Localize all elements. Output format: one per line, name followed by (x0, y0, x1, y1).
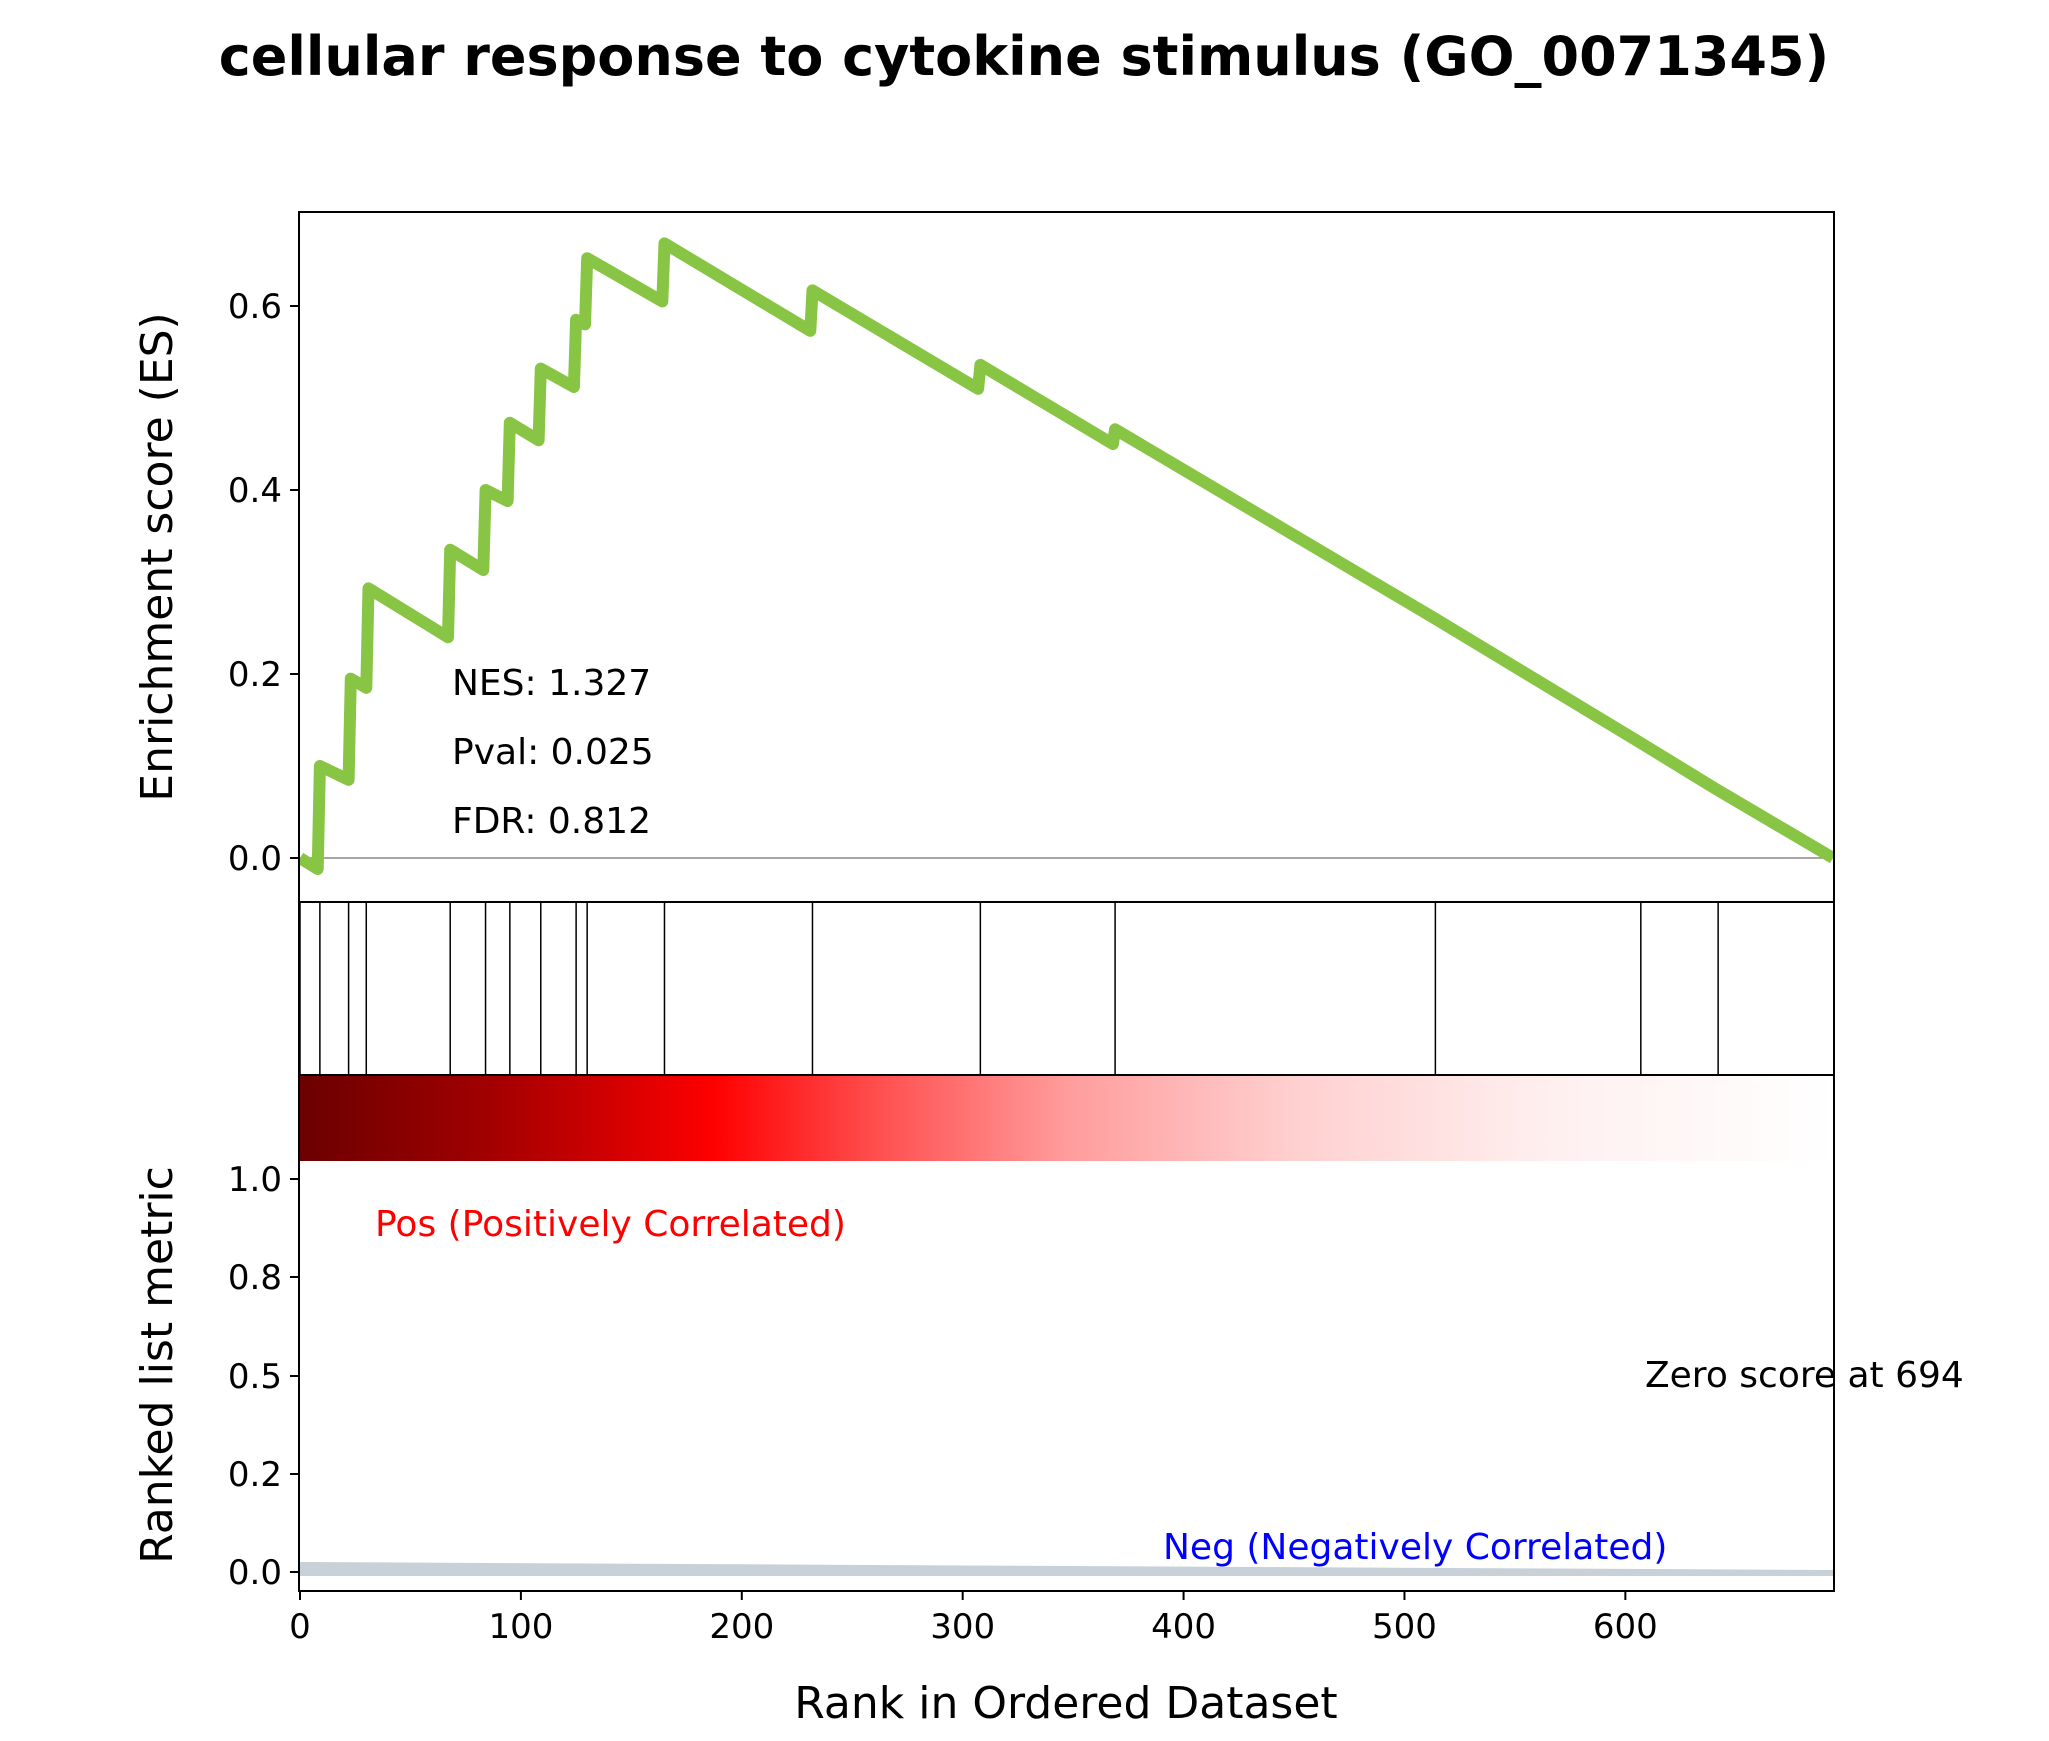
es-y-ticks: 0.0 0.2 0.4 0.6 (228, 287, 299, 879)
nes-annotation: NES: 1.327 (452, 663, 651, 704)
es-panel: 0.0 0.2 0.4 0.6 Enrichment score (ES) NES: … (132, 211, 1835, 903)
rank-y-tick-label: 0.2 (228, 1455, 282, 1495)
x-tick-label: 500 (1372, 1607, 1437, 1647)
pval-annotation: Pval: 0.025 (452, 732, 654, 773)
x-tick-label: 600 (1593, 1607, 1658, 1647)
neg-label: Neg (Negatively Correlated) (1163, 1527, 1667, 1568)
rank-panel: 0.0 0.2 0.5 0.8 1.0 0 100 200 300 400 500 600 Rank… (132, 1074, 1964, 1729)
rank-y-tick-label: 0.0 (228, 1553, 282, 1593)
x-tick-label: 0 (289, 1607, 311, 1647)
fdr-annotation: FDR: 0.812 (452, 801, 651, 842)
es-y-tick-label: 0.2 (228, 655, 282, 695)
es-y-axis-label: Enrichment score (ES) (132, 312, 183, 801)
hits-panel-frame (298, 901, 1835, 1076)
rank-y-ticks: 0.0 0.2 0.5 0.8 1.0 (228, 1160, 299, 1593)
es-y-tick-label: 0.6 (228, 287, 282, 327)
x-axis-label: Rank in Ordered Dataset (794, 1678, 1337, 1729)
rank-panel-frame (298, 1074, 1835, 1592)
pos-label: Pos (Positively Correlated) (375, 1204, 846, 1245)
hits-panel (298, 901, 1835, 1076)
x-tick-label: 200 (709, 1607, 774, 1647)
x-tick-label: 100 (488, 1607, 553, 1647)
rank-y-axis-label: Ranked list metric (132, 1166, 183, 1564)
rank-y-tick-label: 0.5 (228, 1357, 282, 1397)
ranked-metric-area (300, 1562, 1833, 1576)
es-panel-frame (298, 211, 1835, 903)
zero-score-label: Zero score at 694 (1645, 1355, 1964, 1396)
es-line (299, 237, 1834, 875)
rank-y-tick-label: 0.8 (228, 1258, 282, 1298)
x-tick-label: 300 (930, 1607, 995, 1647)
es-y-tick-label: 0.0 (228, 839, 282, 879)
hit-lines (299, 902, 1719, 1075)
es-y-tick-label: 0.4 (228, 471, 282, 511)
rank-y-tick-label: 1.0 (228, 1160, 282, 1200)
chart-title: cellular response to cytokine stimulus (… (219, 25, 1829, 88)
rank-gradient-bar (300, 1076, 1833, 1161)
x-tick-label: 400 (1151, 1607, 1216, 1647)
rank-x-ticks: 0 100 200 300 400 500 600 (289, 1591, 1658, 1647)
